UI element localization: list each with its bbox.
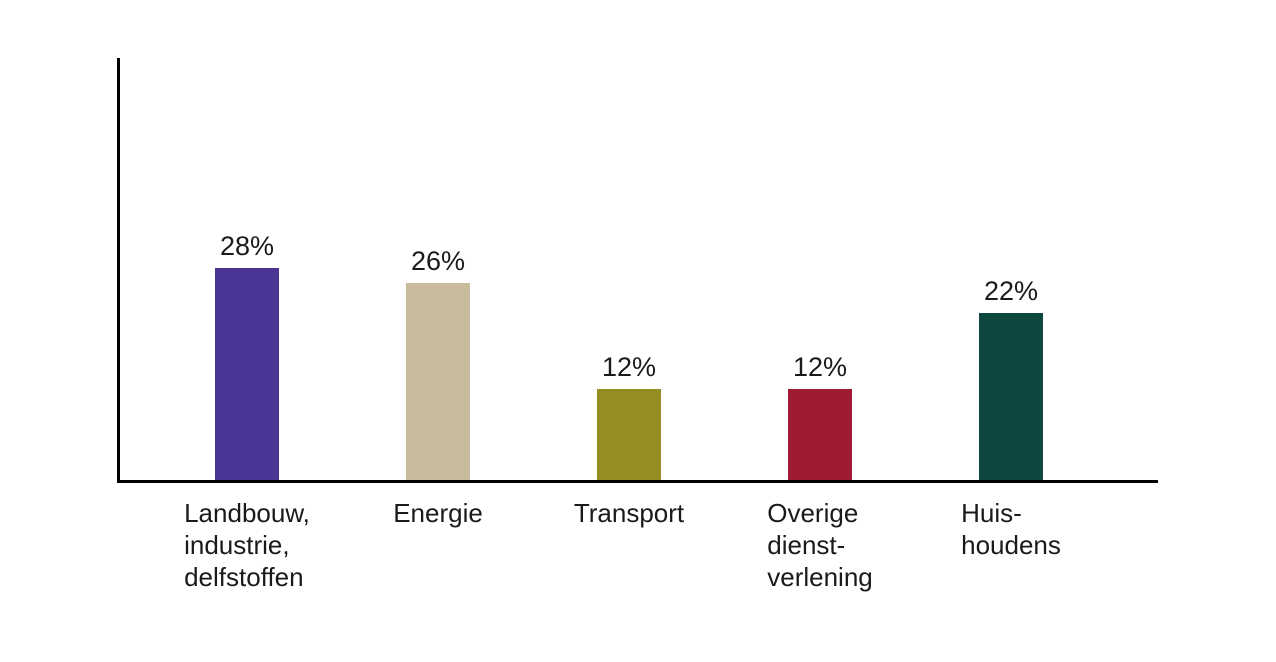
bar xyxy=(406,283,470,480)
y-axis-line xyxy=(117,58,120,483)
category-label-text: Landbouw, industrie, delfstoffen xyxy=(184,498,310,592)
category-label-text: Overige dienst-verlening xyxy=(767,498,873,592)
category-label: Energie xyxy=(393,497,483,529)
category-label: Transport xyxy=(574,497,684,529)
bar xyxy=(215,268,279,480)
bar-value-label: 28% xyxy=(219,231,275,261)
bar-value-label: 22% xyxy=(983,276,1039,306)
category-label: Overige dienst-verlening xyxy=(767,497,873,593)
bar xyxy=(788,389,852,480)
bar-value-label: 26% xyxy=(410,246,466,276)
bar-value-label: 12% xyxy=(792,352,848,382)
category-label: Landbouw, industrie, delfstoffen xyxy=(184,497,310,593)
category-label: Huis-houdens xyxy=(961,497,1061,561)
x-axis-line xyxy=(117,480,1158,483)
bar xyxy=(979,313,1043,480)
category-label-text: Energie xyxy=(393,498,483,528)
bar-value-label: 12% xyxy=(601,352,657,382)
bar xyxy=(597,389,661,480)
category-label-text: Transport xyxy=(573,498,685,528)
category-label-text: Huis-houdens xyxy=(961,498,1061,560)
